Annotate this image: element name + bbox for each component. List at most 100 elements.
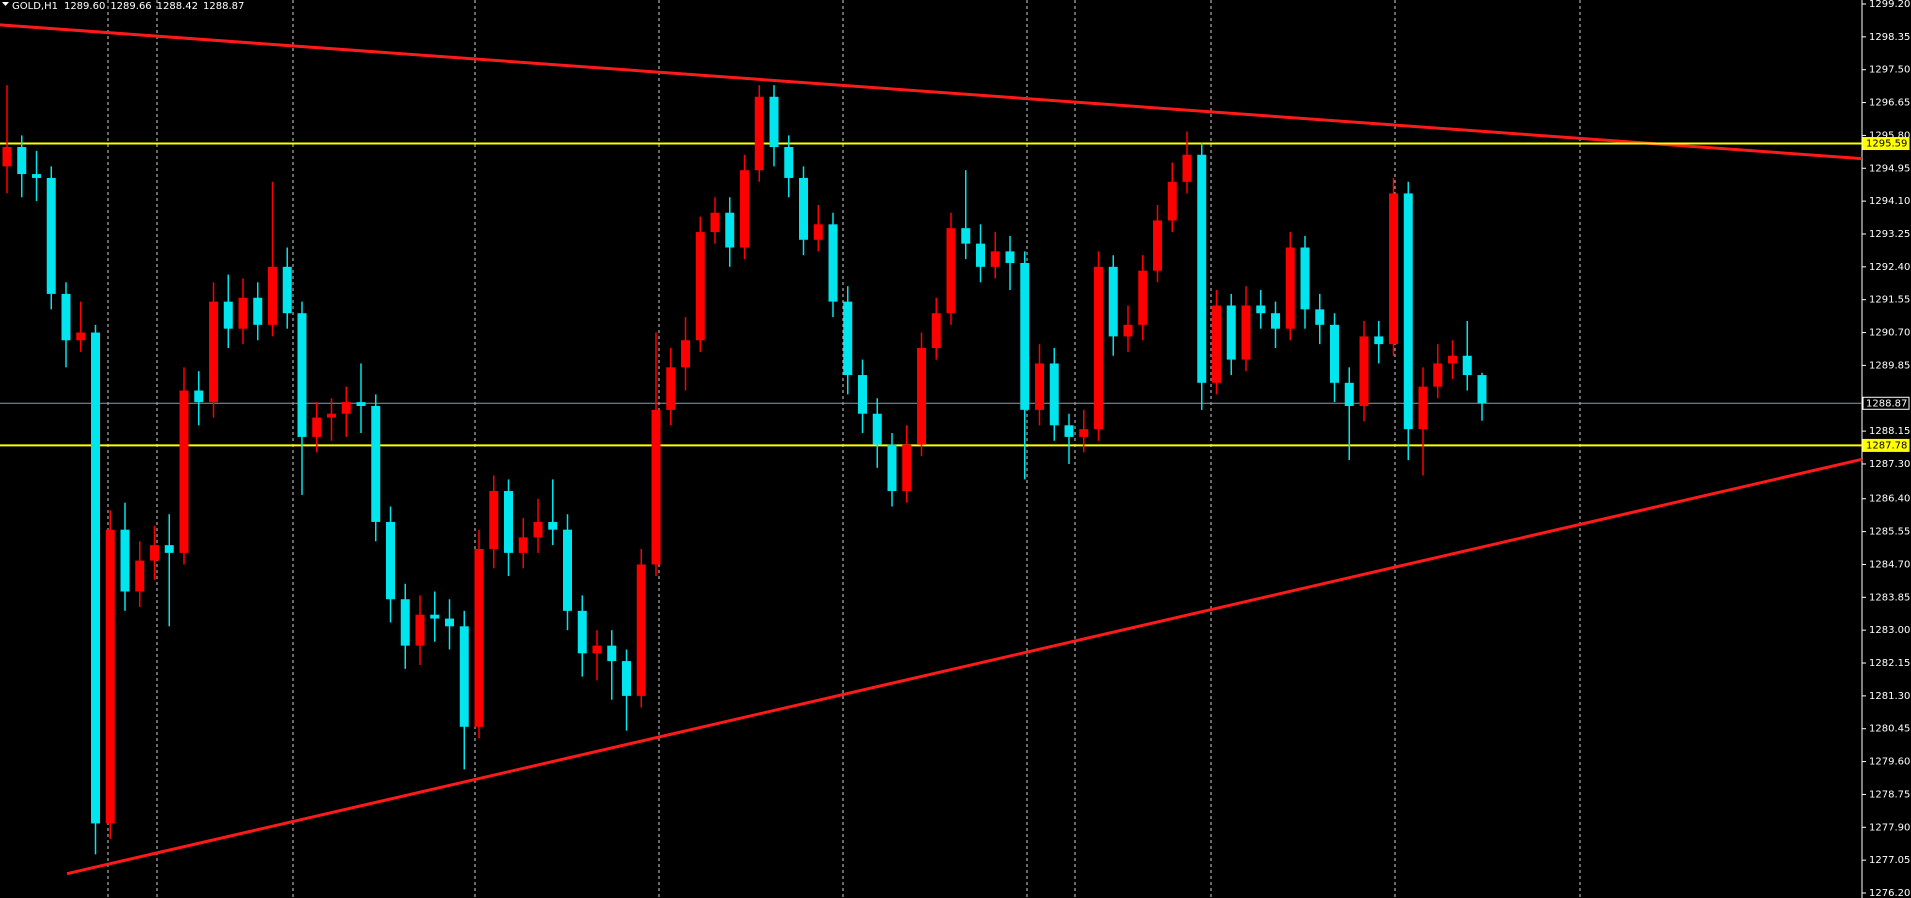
candle-body (400, 599, 410, 646)
title-value: 1288.87 (203, 1, 244, 12)
menu-arrow[interactable] (2, 2, 9, 6)
candle-body (1212, 305, 1221, 383)
candle-body (1108, 266, 1118, 337)
y-tick-label: 1291.55 (1869, 295, 1910, 306)
candle-body (740, 170, 749, 248)
candle-body (61, 293, 71, 341)
candle-body (1359, 336, 1369, 406)
candle-body (1330, 324, 1339, 383)
y-tick-label: 1284.70 (1869, 559, 1910, 570)
candle-body (2, 147, 12, 167)
y-tick-label: 1285.55 (1869, 527, 1910, 538)
candle-body (1049, 363, 1059, 426)
candle-body (1079, 429, 1089, 437)
y-tick-label: 1280.45 (1869, 724, 1910, 735)
candle-body (1344, 382, 1354, 406)
candle-body (769, 96, 779, 148)
level-line-label: 1287.78 (1866, 440, 1907, 451)
candle-body (120, 529, 130, 592)
candle-body (1477, 375, 1487, 404)
candle-body (1403, 193, 1413, 430)
candle-body (518, 537, 528, 553)
candle-body (533, 521, 543, 538)
candle-body (1020, 262, 1030, 410)
candle-body (976, 243, 985, 267)
y-tick-label: 1276.20 (1869, 888, 1910, 898)
y-tick-label: 1297.50 (1869, 65, 1910, 76)
candle-body (356, 402, 366, 406)
candle-body (17, 147, 27, 175)
candle-body (843, 301, 853, 376)
y-tick-label: 1296.65 (1869, 98, 1910, 109)
candle-body (577, 610, 587, 654)
candle-body (164, 545, 174, 553)
trendline (0, 23, 1863, 161)
y-tick-label: 1295.80 (1869, 130, 1910, 141)
candle-body (1285, 247, 1295, 329)
candle-body (636, 564, 646, 696)
candle-body (1315, 309, 1325, 325)
y-tick-label: 1294.10 (1869, 196, 1910, 207)
candle-body (813, 224, 823, 240)
candle-body (135, 560, 145, 592)
candle-body (1226, 305, 1236, 360)
candle-body (548, 521, 558, 530)
candle-body (253, 297, 263, 325)
candle-body (504, 491, 513, 553)
candle-body (725, 212, 735, 248)
y-tick-label: 1283.85 (1869, 592, 1910, 603)
candle-body (622, 661, 631, 696)
candle-body (1064, 425, 1074, 437)
candle-body (1005, 251, 1015, 263)
candle-body (194, 390, 204, 403)
y-tick-label: 1277.05 (1869, 855, 1910, 866)
candle-body (1256, 305, 1266, 314)
y-tick-label: 1277.90 (1869, 822, 1910, 833)
candle-body (312, 417, 322, 437)
candle-body (858, 375, 867, 414)
trendline (66, 457, 1863, 876)
candle-body (887, 444, 897, 492)
candle-body (754, 96, 764, 171)
candle-body (76, 332, 86, 341)
candle-body (238, 297, 248, 329)
y-tick-label: 1293.25 (1869, 229, 1910, 240)
level-line-label-box (1862, 137, 1910, 151)
y-tick-label: 1288.15 (1869, 426, 1910, 437)
candle-body (1271, 313, 1280, 329)
candle-body (902, 444, 912, 492)
y-tick-label: 1292.40 (1869, 262, 1910, 273)
candle-body (1197, 154, 1207, 383)
candle-body (268, 266, 277, 325)
title-value: 1289.60 (64, 1, 105, 12)
y-tick-label: 1283.00 (1869, 625, 1910, 636)
y-tick-label: 1287.30 (1869, 459, 1910, 470)
candle-body (474, 548, 484, 727)
candle-body (1448, 355, 1457, 364)
candle-body (415, 614, 425, 646)
title-value: 1289.66 (110, 1, 151, 12)
candle-body (1418, 386, 1428, 430)
candle-body (799, 177, 808, 240)
y-tick-label: 1290.70 (1869, 328, 1910, 339)
candle-body (872, 413, 882, 445)
candle-body (32, 174, 41, 178)
candle-body (489, 491, 499, 549)
candle-body (209, 301, 218, 403)
y-tick-label: 1281.30 (1869, 691, 1910, 702)
candle-body (459, 626, 469, 727)
candle-body (651, 409, 661, 565)
y-tick-label: 1294.95 (1869, 163, 1910, 174)
candle-body (179, 390, 189, 553)
y-tick-label: 1299.20 (1869, 0, 1910, 10)
candle-body (386, 521, 395, 600)
candle-body (430, 614, 440, 619)
candle-body (961, 228, 971, 244)
candle-body (607, 645, 617, 662)
candle-body (1123, 324, 1133, 337)
candle-body (990, 251, 1000, 267)
candle-body (784, 147, 794, 178)
